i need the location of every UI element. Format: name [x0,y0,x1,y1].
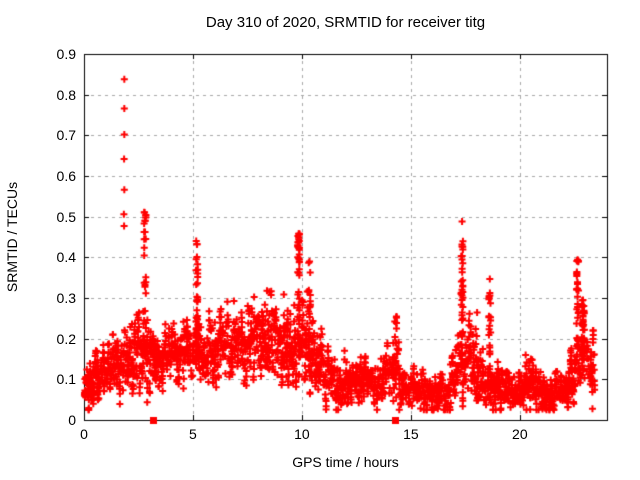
y-tick-label: 0.3 [56,290,76,306]
y-axis-label: SRMTID / TECUs [4,181,20,293]
x-axis-label: GPS time / hours [292,454,399,470]
y-tick-label: 0.6 [56,168,76,184]
chart-title: Day 310 of 2020, SRMTID for receiver tit… [205,14,486,31]
y-tick-label: 0.4 [56,249,76,266]
x-tick-label: 20 [512,426,528,442]
y-tick-label: 0.5 [56,208,76,225]
y-tick-label: 0 [68,412,76,428]
y-tick-label: 0.7 [56,127,76,144]
y-tick-label: 0.1 [56,371,76,388]
y-tick-label: 0.9 [56,46,76,62]
x-tick-label: 10 [294,426,310,442]
x-tick-label: 15 [403,426,419,442]
y-tick-label: 0.2 [56,330,76,347]
y-tick-label: 0.8 [56,86,76,103]
x-tick-label: 5 [189,426,197,442]
x-tick-label: 0 [80,426,88,442]
